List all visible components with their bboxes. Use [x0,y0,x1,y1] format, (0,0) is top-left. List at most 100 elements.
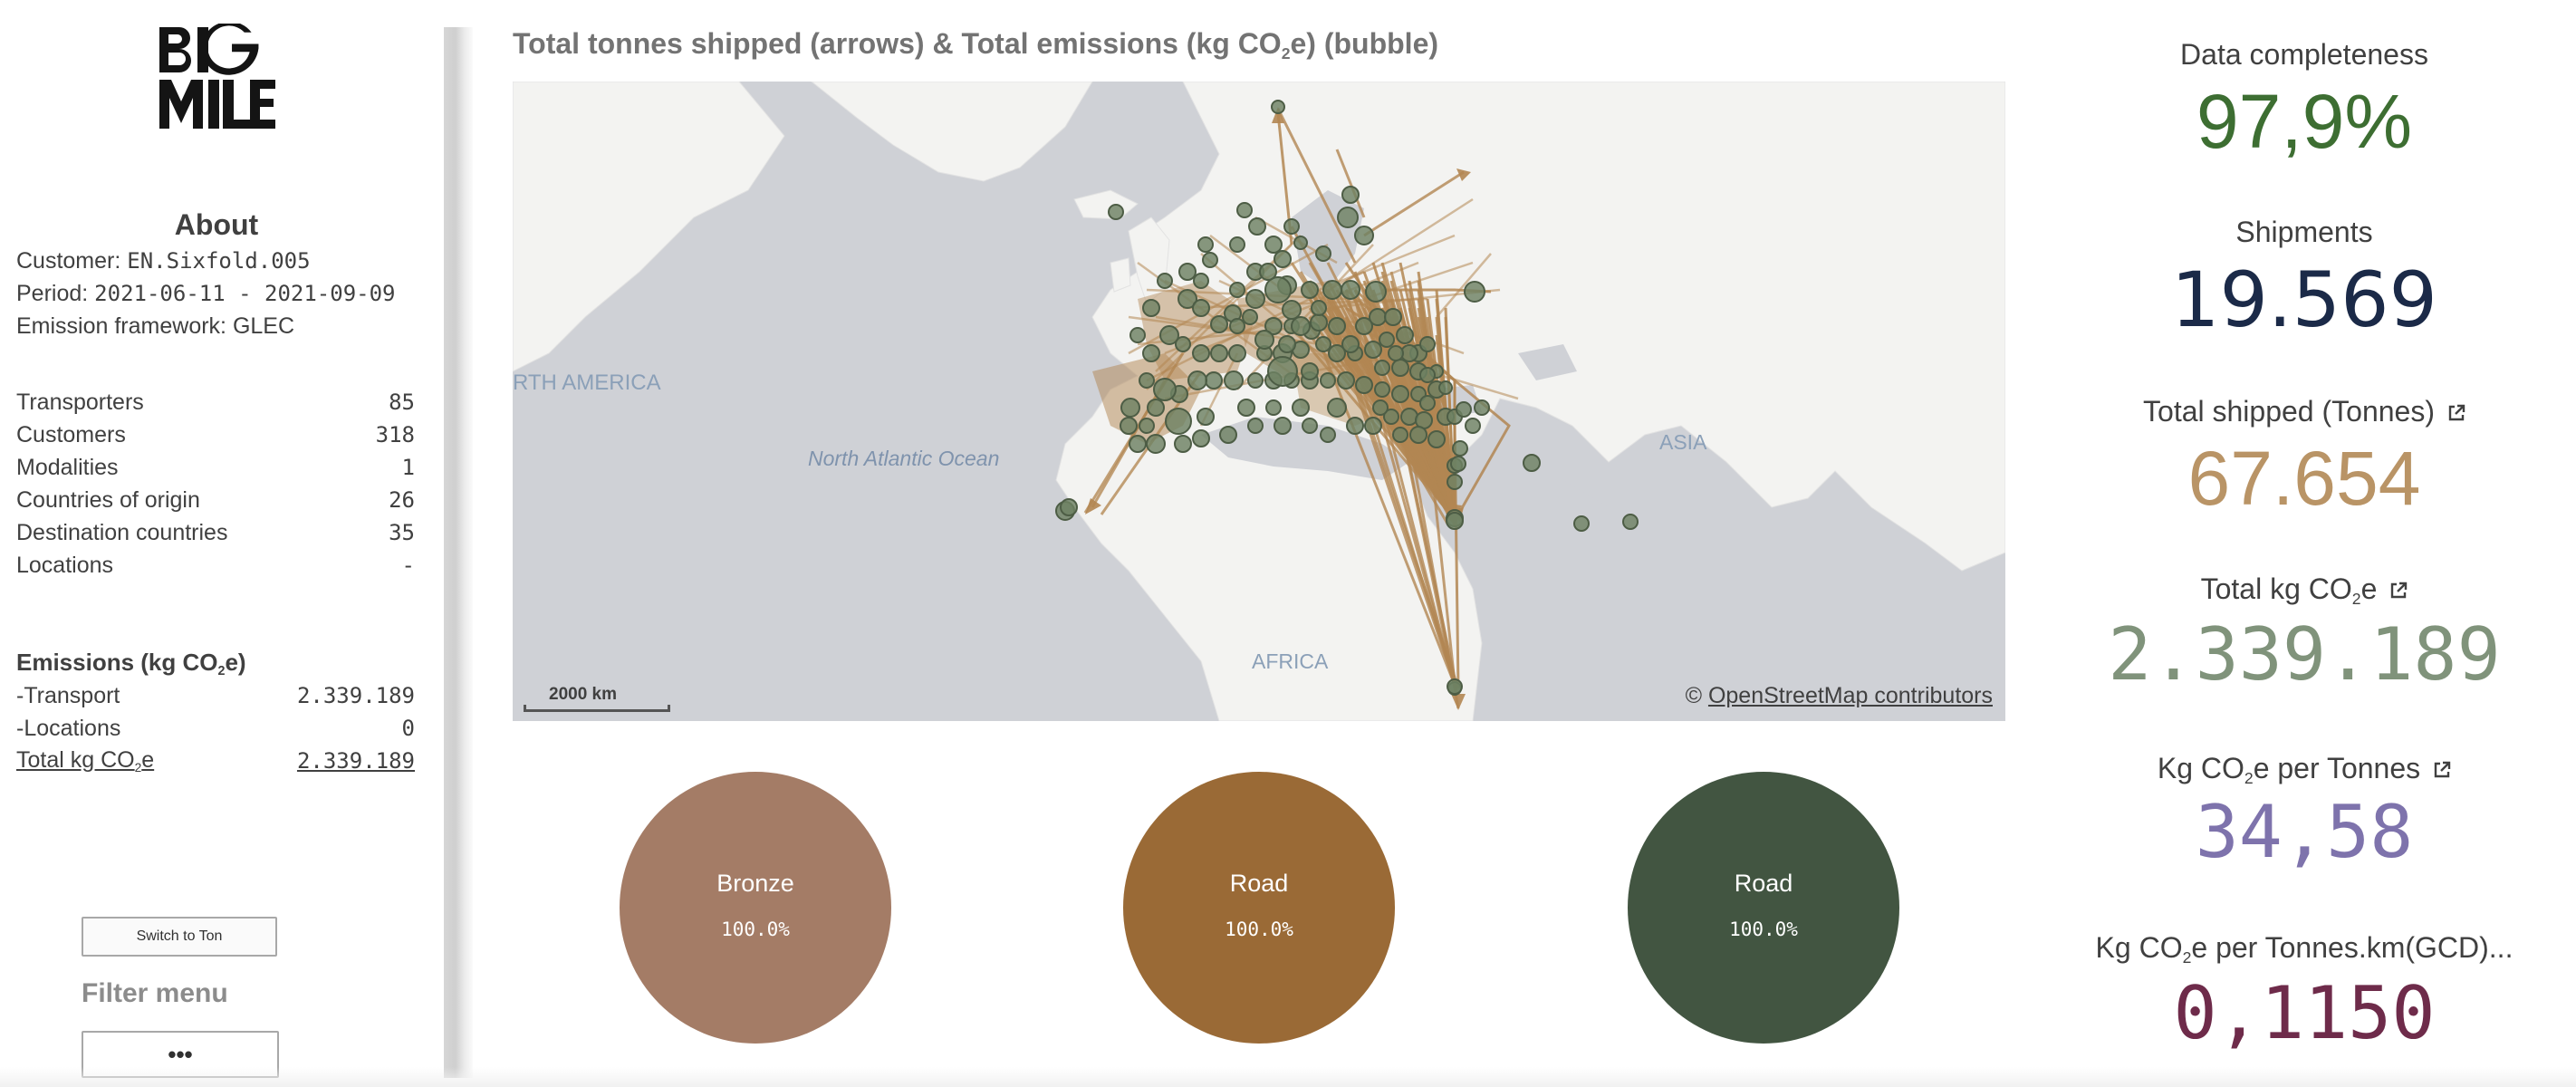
emission-bubble[interactable] [1197,236,1214,253]
emission-bubble[interactable] [1465,418,1481,434]
circle-road-2[interactable]: Road 100.0% [1628,772,1899,1044]
emission-bubble[interactable] [1247,372,1264,389]
emission-bubble[interactable] [1175,336,1191,352]
emission-bubble[interactable] [1202,252,1218,268]
emission-bubble[interactable] [1355,317,1373,335]
emission-bubble[interactable] [1337,207,1359,228]
emission-bubble[interactable] [1341,186,1360,204]
emission-bubble[interactable] [1310,313,1328,332]
emission-bubble[interactable] [1391,359,1409,377]
emission-bubble[interactable] [1328,317,1346,335]
emission-bubble[interactable] [1383,409,1399,425]
switch-to-ton-button[interactable]: Switch to Ton [82,917,277,957]
emission-bubble[interactable] [1248,217,1266,236]
emission-bubble[interactable] [1447,474,1463,490]
emission-bubble[interactable] [1237,399,1255,417]
emission-bubble[interactable] [1147,399,1165,417]
emission-bubble[interactable] [1060,498,1078,516]
emission-bubble[interactable] [1153,378,1177,401]
emission-bubble[interactable] [1364,417,1382,435]
emission-bubble[interactable] [1229,236,1245,253]
emission-bubble[interactable] [1622,514,1639,530]
emission-bubble[interactable] [1374,381,1390,398]
emission-bubble[interactable] [1159,325,1179,345]
emission-bubble[interactable] [1409,426,1427,444]
emission-bubble[interactable] [1283,218,1300,235]
emission-bubble[interactable] [1419,336,1436,352]
emission-bubble[interactable] [1573,515,1590,532]
emission-bubble[interactable] [1192,299,1210,317]
kpi-total-shipped-label[interactable]: Total shipped (Tonnes) [2074,395,2534,428]
emission-bubble[interactable] [1224,370,1244,390]
emission-bubble[interactable] [1174,435,1192,453]
emission-bubble[interactable] [1328,344,1346,362]
emission-bubble[interactable] [1229,282,1245,298]
emission-bubble[interactable] [1320,427,1336,443]
external-link-icon[interactable] [2433,761,2451,779]
emission-bubble[interactable] [1274,250,1292,268]
emission-bubble[interactable] [1369,308,1387,326]
emission-bubble[interactable] [1523,454,1541,472]
emission-bubble[interactable] [1365,281,1387,303]
emission-bubble[interactable] [1446,512,1464,530]
emission-bubble[interactable] [1293,236,1308,250]
emission-bubble[interactable] [1177,289,1197,309]
emission-bubble[interactable] [1192,429,1210,447]
emission-bubble[interactable] [1354,226,1374,245]
emission-bubble[interactable] [1139,418,1155,434]
emission-bubble[interactable] [1374,360,1390,376]
emission-bubble[interactable] [1452,440,1468,457]
emission-bubble[interactable] [1388,345,1404,361]
emission-bubble[interactable] [1254,330,1274,350]
emission-bubble[interactable] [1302,418,1318,434]
emission-bubble[interactable] [1372,399,1389,416]
emission-bubble[interactable] [1267,356,1298,387]
emission-bubble[interactable] [1447,678,1463,695]
emission-bubble[interactable] [1274,417,1292,435]
emission-bubble[interactable] [1392,427,1408,443]
emission-bubble[interactable] [1219,426,1237,444]
kpi-total-co2-label[interactable]: Total kg CO2e [2074,572,2534,609]
emission-bubble[interactable] [1292,399,1310,417]
emission-bubble[interactable] [1384,308,1402,326]
emission-bubble[interactable] [1341,335,1360,353]
emission-bubble[interactable] [1228,344,1246,362]
emission-bubble[interactable] [1315,245,1331,262]
emission-bubble[interactable] [1450,456,1466,472]
emission-bubble[interactable] [1364,341,1382,359]
emission-bubble[interactable] [1278,335,1296,353]
emission-bubble[interactable] [1311,300,1327,316]
emission-bubble[interactable] [1438,380,1453,395]
emission-bubble[interactable] [1265,399,1282,416]
emission-bubble[interactable] [1396,326,1414,344]
emission-bubble[interactable] [1259,263,1277,281]
shipment-map[interactable]: RTH AMERICA North Atlantic Ocean ASIA AF… [513,82,2005,721]
emission-bubble[interactable] [1229,318,1245,334]
emission-bubble[interactable] [1187,370,1207,390]
emission-bubble[interactable] [1379,332,1395,348]
emission-bubble[interactable] [1264,317,1283,335]
emission-bubble[interactable] [1419,367,1436,383]
emission-bubble[interactable] [1301,362,1319,380]
external-link-icon[interactable] [2389,582,2408,600]
emission-bubble[interactable] [1108,204,1124,220]
osm-credit-link[interactable]: OpenStreetMap contributors [1707,683,1993,708]
emission-bubble[interactable] [1245,289,1265,309]
map-canvas[interactable]: RTH AMERICA North Atlantic Ocean ASIA AF… [513,82,2005,721]
emission-bubble[interactable] [1236,202,1253,218]
emission-bubble[interactable] [1341,280,1360,300]
emission-bubble[interactable] [1419,395,1436,411]
emission-bubble[interactable] [1120,398,1140,418]
external-link-icon[interactable] [2447,404,2465,422]
emission-bubble[interactable] [1129,327,1146,343]
emission-bubble[interactable] [1327,398,1347,418]
circle-bronze[interactable]: Bronze 100.0% [620,772,891,1044]
emission-bubble[interactable] [1346,417,1364,435]
emission-bubble[interactable] [1315,336,1331,352]
emission-bubble[interactable] [1291,316,1311,336]
emission-bubble[interactable] [1205,371,1223,390]
emission-bubble[interactable] [1282,300,1302,320]
emission-bubble[interactable] [1157,273,1173,289]
emission-bubble[interactable] [1271,100,1285,114]
emission-bubble[interactable] [1210,315,1228,333]
